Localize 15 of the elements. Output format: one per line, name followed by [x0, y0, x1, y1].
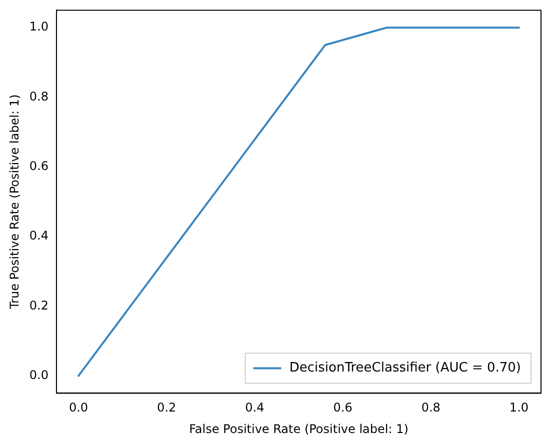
x-tick-label: 0.8 [421, 400, 440, 415]
x-tick-label: 0.6 [333, 400, 352, 415]
x-tick-label: 1.0 [509, 400, 529, 415]
y-tick-label: 0.8 [29, 89, 48, 104]
x-tick-label: 0.4 [245, 400, 264, 415]
x-axis-title: False Positive Rate (Positive label: 1) [189, 422, 408, 436]
y-tick-label: 0.0 [29, 368, 48, 382]
legend-label: DecisionTreeClassifier (AUC = 0.70) [289, 360, 521, 376]
y-tick-label: 0.6 [29, 159, 48, 174]
y-axis-title: True Positive Rate (Positive label: 1) [7, 94, 22, 310]
y-tick-label: 0.2 [29, 298, 48, 312]
x-tick-label: 0.0 [68, 400, 88, 415]
y-tick-label: 0.4 [29, 228, 48, 243]
y-tick-label: 1.0 [29, 20, 48, 34]
x-tick-label: 0.2 [157, 400, 176, 415]
